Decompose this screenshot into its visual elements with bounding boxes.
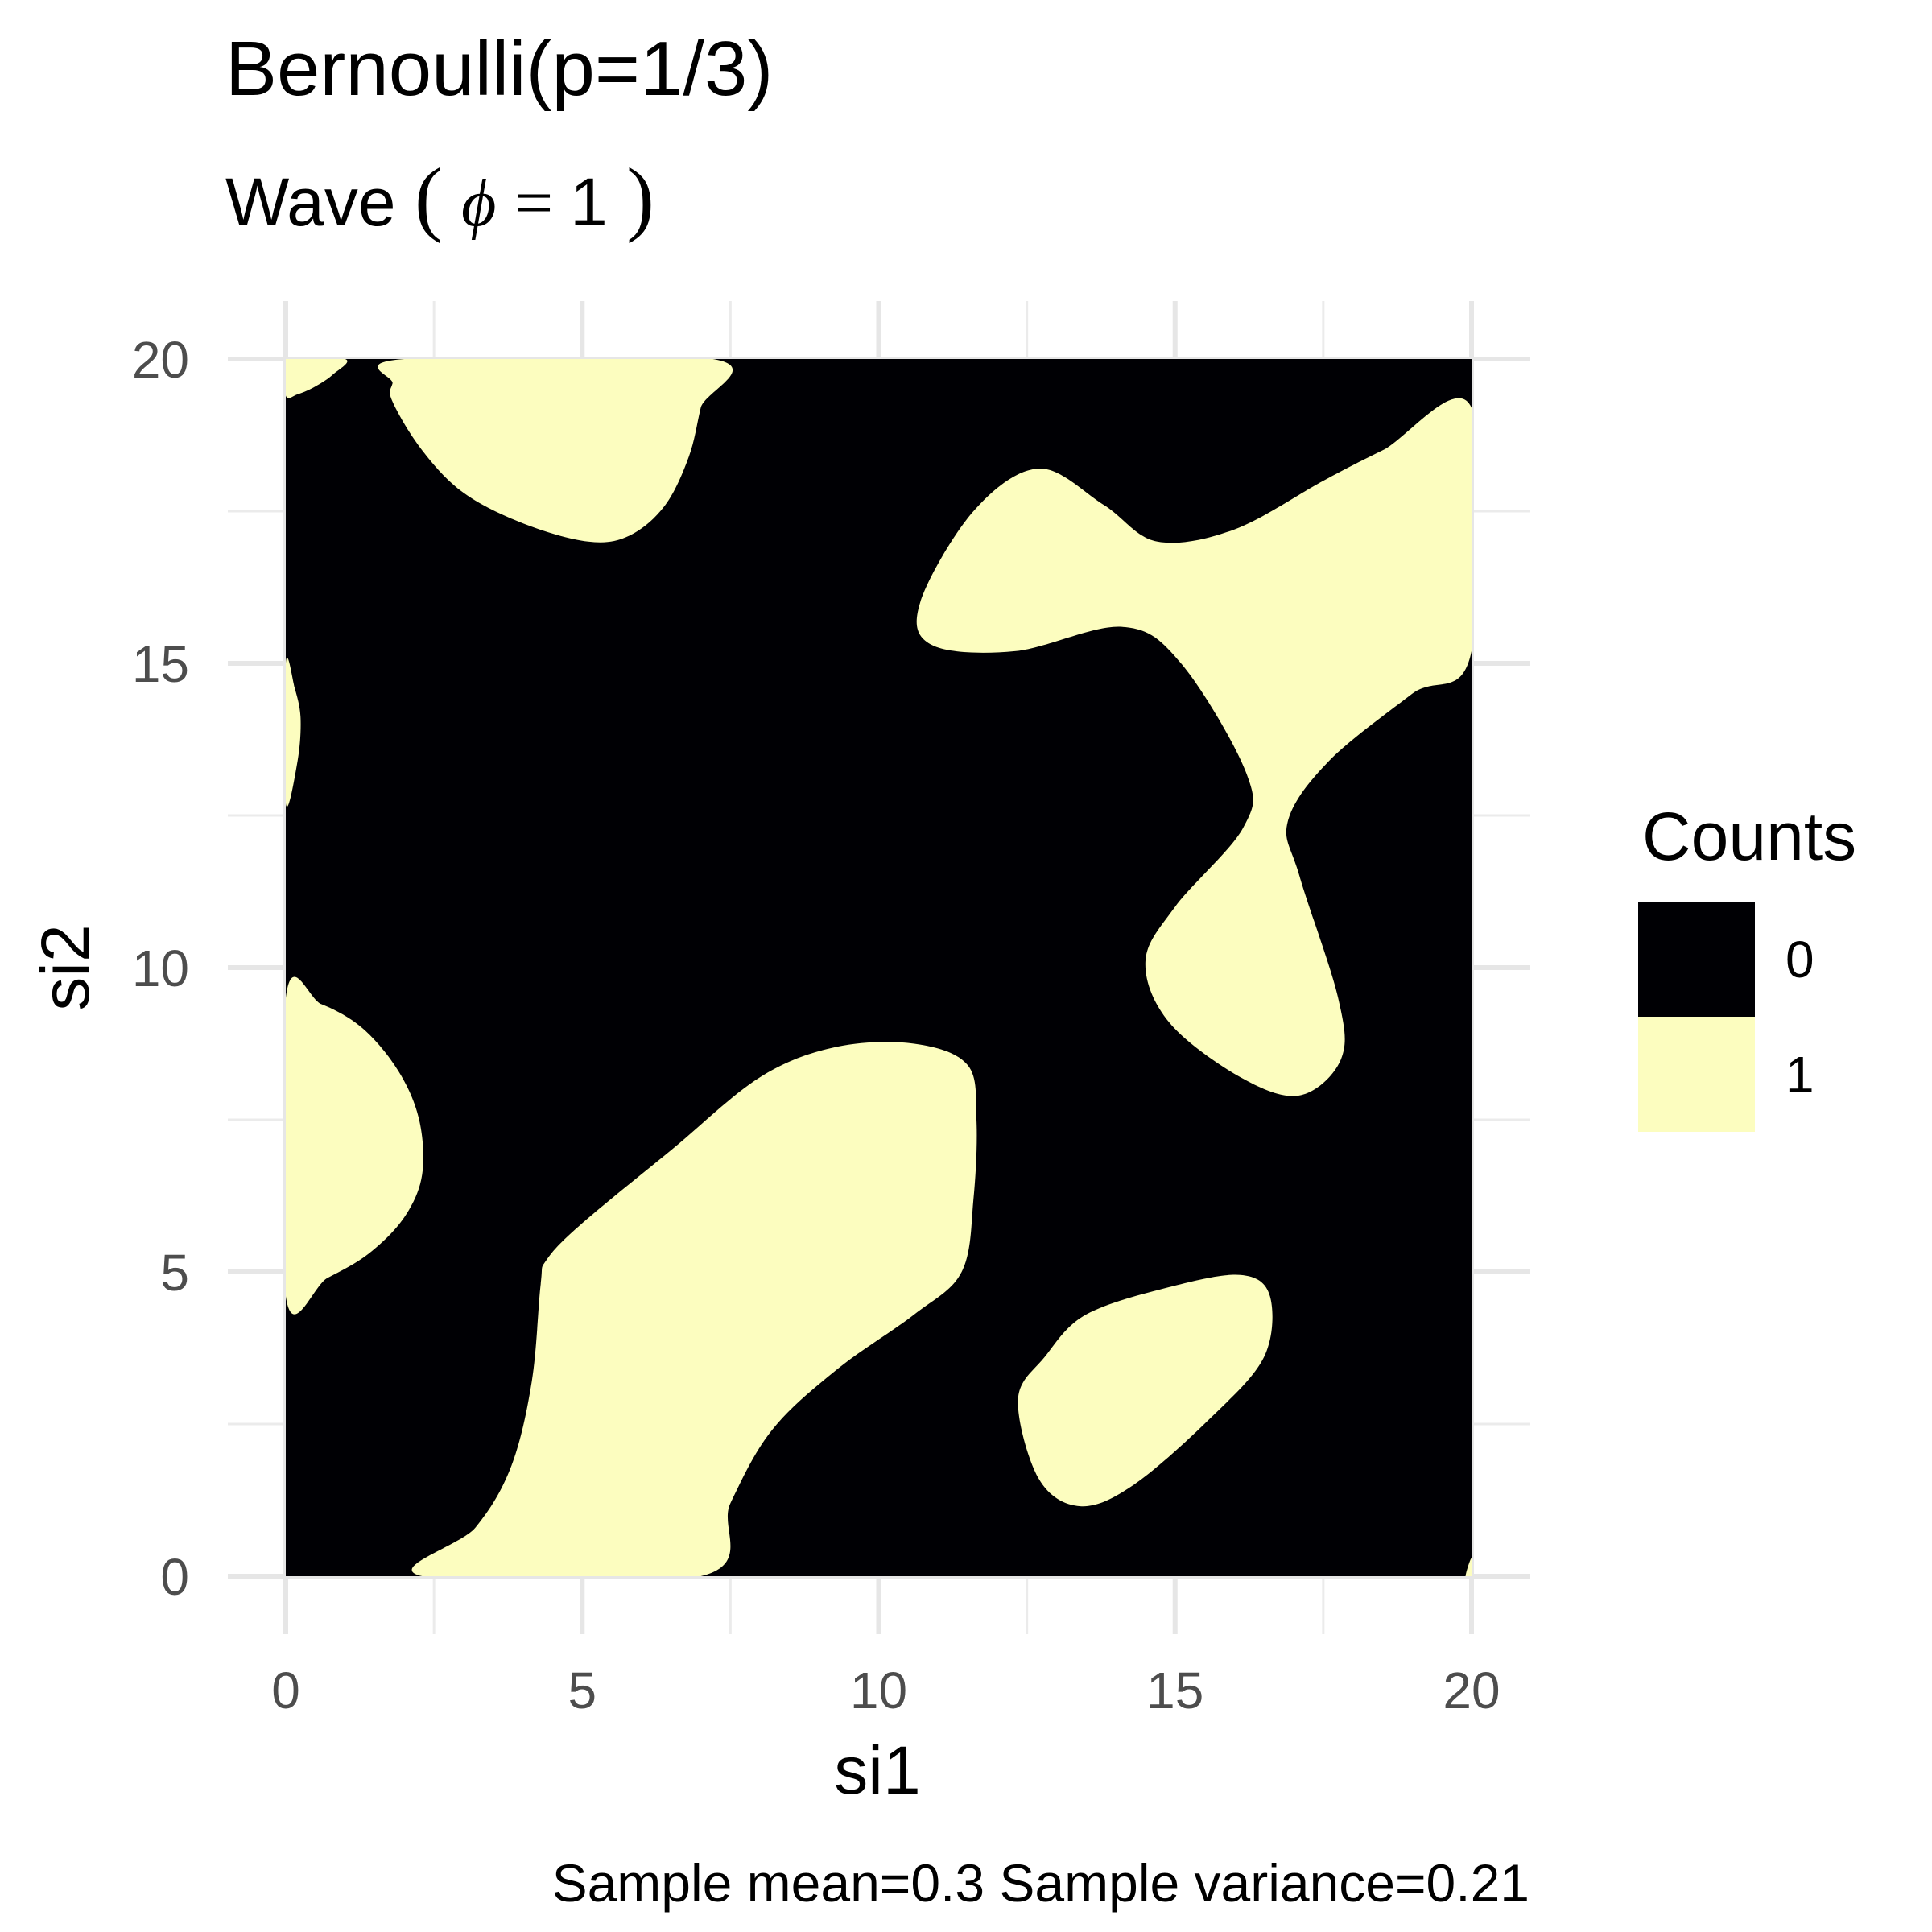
heatmap-region-bottom-right: [1018, 1274, 1273, 1507]
heatmap-region-top-center: [378, 359, 733, 543]
y-tick-label: 5: [160, 1244, 189, 1302]
y-tick-label: 10: [132, 939, 189, 997]
plot-area: [286, 359, 1472, 1576]
heatmap-region-left-15: [286, 657, 301, 807]
y-tick-label: 15: [132, 635, 189, 693]
x-tick-label: 5: [568, 1662, 597, 1719]
chart-subtitle-value: 1: [570, 164, 608, 240]
heatmap-region-right-band: [916, 398, 1472, 1096]
chart-subtitle-symbol: ϕ: [461, 166, 496, 241]
heatmap-region-bottom-right-corner: [1465, 1558, 1472, 1576]
heatmap-region-top-left-corner: [286, 359, 348, 398]
x-tick-label: 10: [850, 1662, 907, 1719]
legend-label-1: 1: [1785, 1046, 1814, 1104]
legend-key-1: [1638, 1017, 1755, 1132]
chart-caption: Sample mean=0.3 Sample variance=0.21: [552, 1853, 1530, 1913]
legend-title: Counts: [1642, 799, 1856, 874]
x-tick-label: 15: [1146, 1662, 1203, 1719]
y-tick-label: 20: [132, 331, 189, 389]
chart-title: Bernoulli(p=1/3): [225, 26, 773, 112]
x-axis-title: si1: [834, 1732, 920, 1808]
x-tick-label: 20: [1443, 1662, 1500, 1719]
heatmap-region-left-8: [286, 976, 423, 1315]
chart-subtitle-close: ): [626, 151, 654, 244]
chart-subtitle-open: (: [415, 151, 443, 244]
legend: 01: [1638, 902, 1814, 1132]
heatmap-region-center-diagonal: [411, 1042, 977, 1576]
axes: 0 5 10 15 20 0 5 10 15 20: [132, 331, 1501, 1719]
y-tick-label: 0: [160, 1548, 189, 1606]
legend-label-0: 0: [1785, 931, 1814, 989]
legend-key-0: [1638, 902, 1755, 1017]
x-tick-label: 0: [271, 1662, 300, 1719]
chart-subtitle-prefix: Wave: [225, 164, 396, 240]
chart-subtitle-equals: =: [515, 166, 570, 241]
chart-subtitle: Wave ( ϕ = 1 ): [225, 151, 654, 244]
y-axis-title: si2: [27, 924, 103, 1010]
